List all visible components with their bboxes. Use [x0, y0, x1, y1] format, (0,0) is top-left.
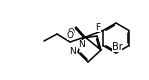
Text: O: O — [67, 30, 74, 40]
Text: Br: Br — [112, 42, 122, 52]
Text: N: N — [69, 47, 76, 56]
Text: F: F — [96, 23, 101, 32]
Text: N: N — [79, 40, 85, 48]
Text: O: O — [68, 28, 75, 37]
